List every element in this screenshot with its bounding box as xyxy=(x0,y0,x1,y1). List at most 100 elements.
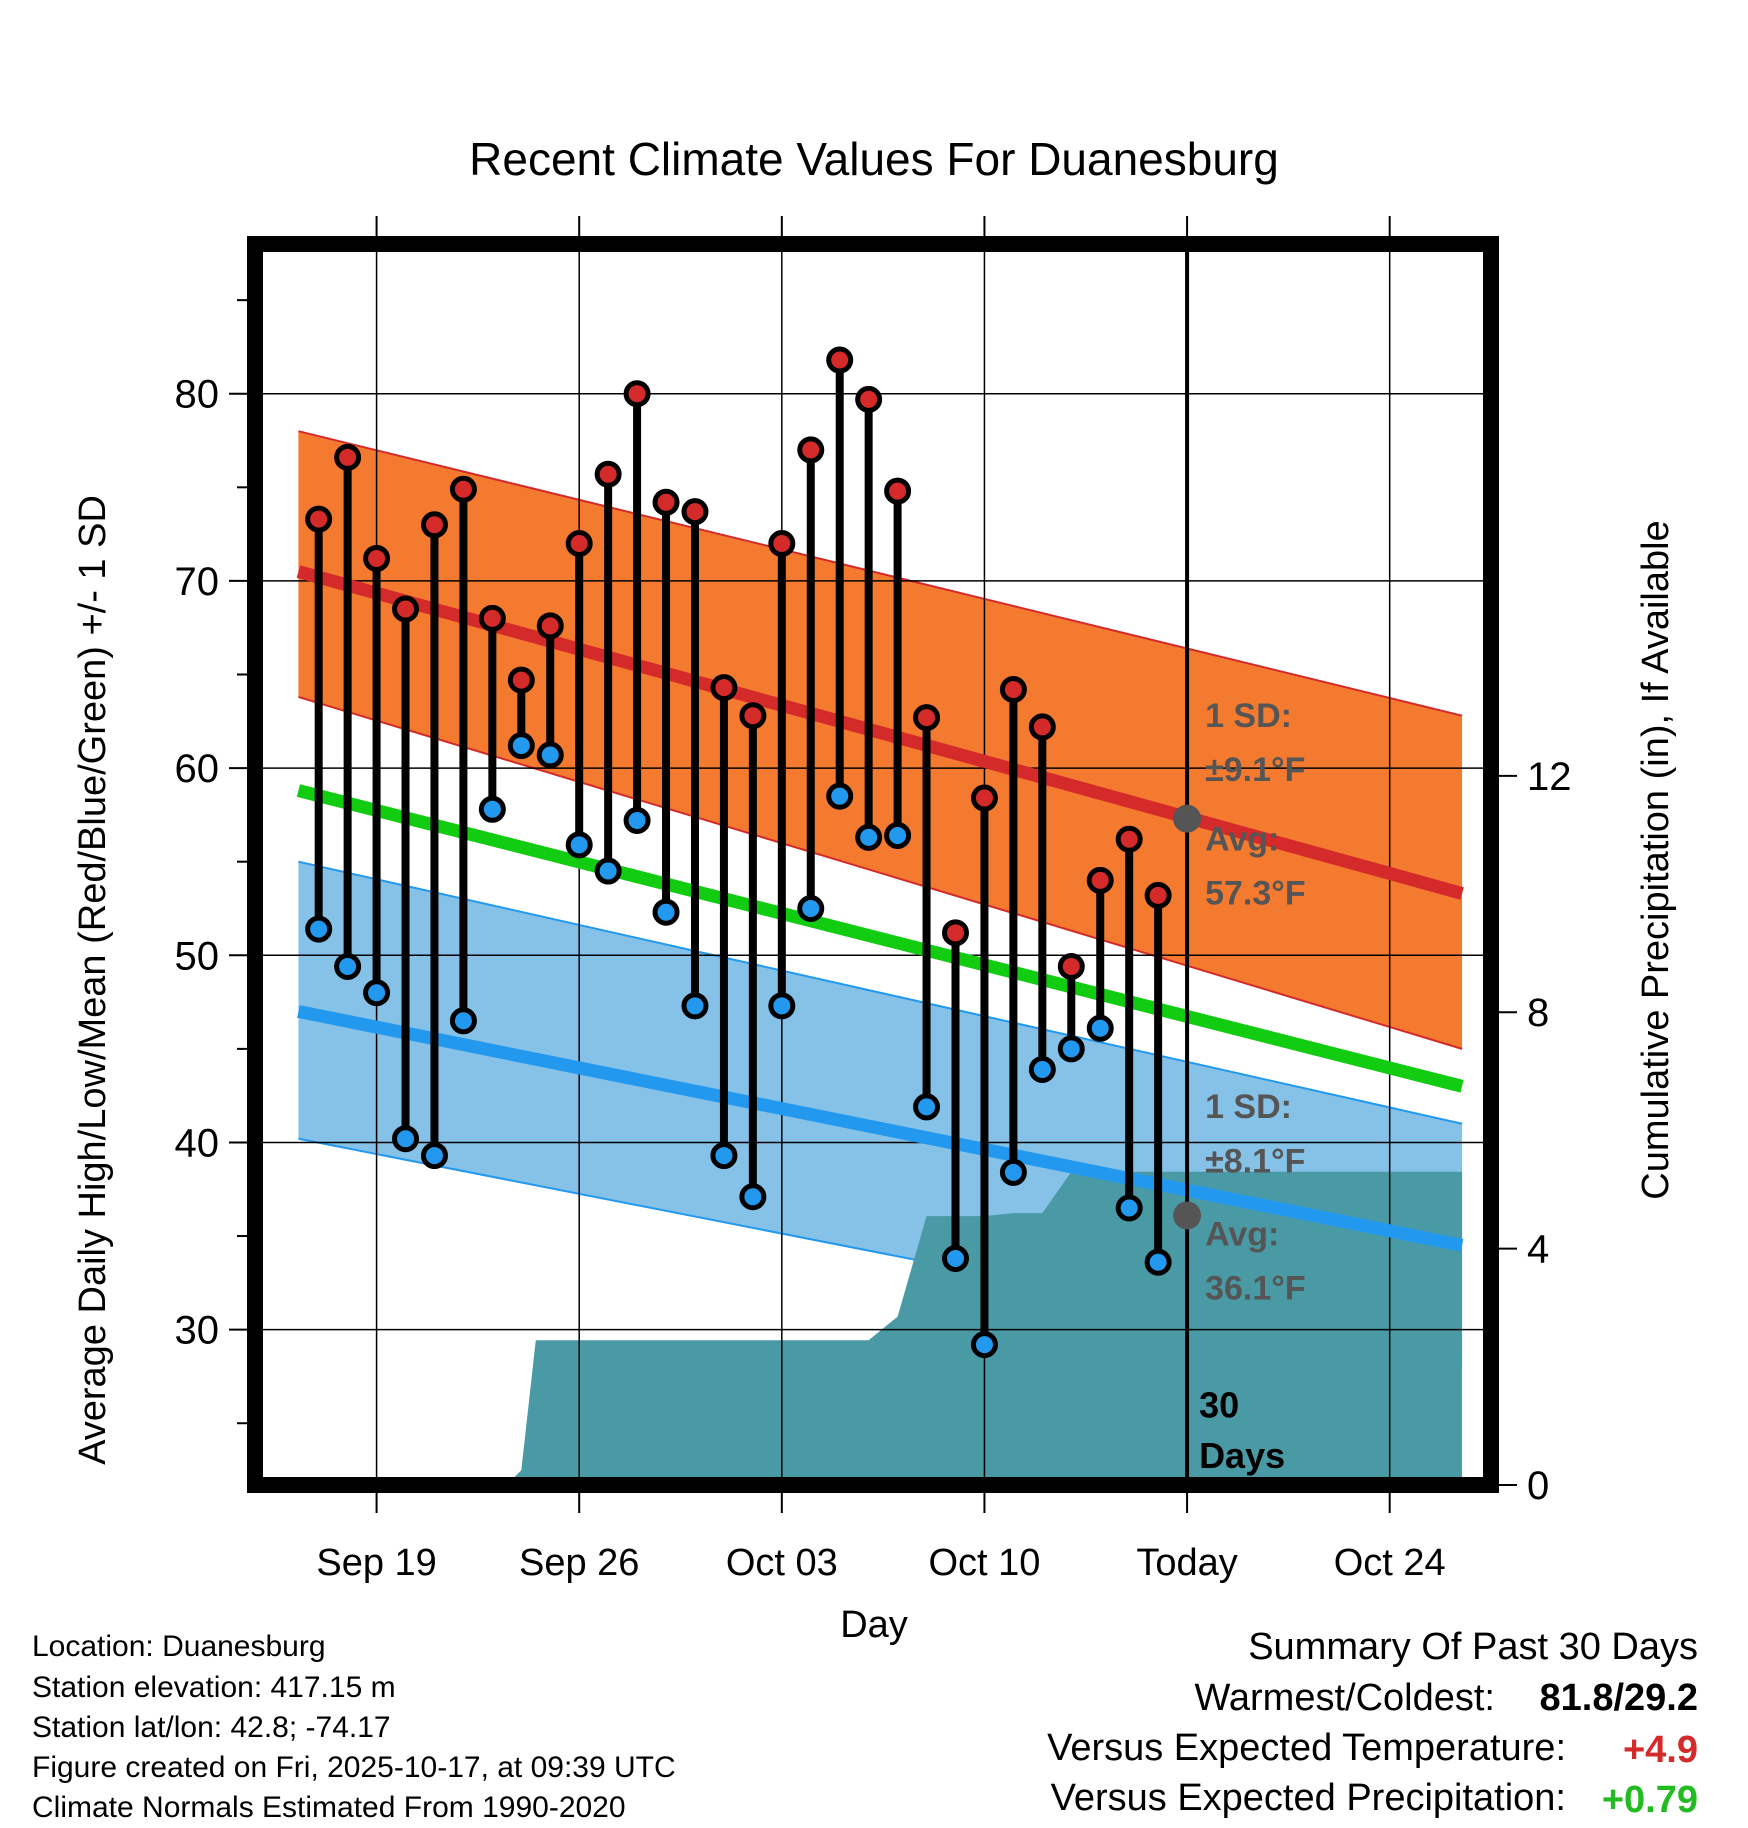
high-sd-label: 1 SD: xyxy=(1205,697,1292,735)
daily-low-point xyxy=(768,992,796,1020)
daily-high-point xyxy=(913,704,941,732)
daily-high-point xyxy=(449,475,477,503)
daily-high-point xyxy=(739,702,767,730)
daily-high-point xyxy=(1028,713,1056,741)
daily-low-point xyxy=(507,732,535,760)
daily-low-point xyxy=(652,898,680,926)
daily-low-point xyxy=(334,953,362,981)
summary-precip-value: +0.79 xyxy=(1602,1779,1698,1821)
daily-low-point xyxy=(623,807,651,835)
daily-high-point xyxy=(999,675,1027,703)
x-tick-label: Oct 03 xyxy=(726,1542,838,1584)
daily-low-point xyxy=(739,1183,767,1211)
daily-high-point xyxy=(970,784,998,812)
y-tick-label-left: 60 xyxy=(175,747,220,791)
daily-low-point xyxy=(913,1093,941,1121)
daily-low-point xyxy=(681,992,709,1020)
x-tick-label: Sep 19 xyxy=(316,1542,436,1584)
daily-high-point xyxy=(392,595,420,623)
daily-high-point xyxy=(507,666,535,694)
summary-warm-cold-value: 81.8/29.2 xyxy=(1540,1677,1698,1719)
daily-low-point xyxy=(565,831,593,859)
low-avg-label: Avg: xyxy=(1205,1215,1279,1253)
daily-high-point xyxy=(1144,881,1172,909)
daily-low-point xyxy=(536,741,564,769)
days-count: 30 xyxy=(1199,1385,1239,1426)
low-avg-value: 36.1°F xyxy=(1205,1270,1306,1308)
daily-high-point xyxy=(797,436,825,464)
summary-temp-label: Versus Expected Temperature: xyxy=(1047,1727,1566,1769)
low-avg-marker xyxy=(1173,1201,1202,1230)
summary-warm-cold-label: Warmest/Coldest: xyxy=(1194,1677,1495,1719)
daily-low-point xyxy=(1028,1055,1056,1083)
y-tick-label-right: 12 xyxy=(1527,755,1572,799)
daily-high-point xyxy=(478,604,506,632)
daily-high-point xyxy=(652,488,680,516)
summary-temp-value: +4.9 xyxy=(1623,1729,1698,1771)
y-tick-label-left: 30 xyxy=(175,1309,220,1353)
daily-high-point xyxy=(623,380,651,408)
normal-mean-line xyxy=(296,784,1464,1093)
y-tick-label-left: 50 xyxy=(175,934,220,978)
daily-low-point xyxy=(1115,1194,1143,1222)
high-avg-marker xyxy=(1173,804,1202,833)
info-location: Location: Duanesburg xyxy=(32,1630,326,1663)
daily-high-point xyxy=(305,505,333,533)
y-axis-label-left: Average Daily High/Low/Mean (Red/Blue/Gr… xyxy=(72,495,114,1465)
info-latlon: Station lat/lon: 42.8; -74.17 xyxy=(32,1711,391,1744)
daily-high-point xyxy=(884,477,912,505)
x-tick-label: Oct 10 xyxy=(928,1542,1040,1584)
y-tick-label-right: 0 xyxy=(1527,1464,1549,1508)
daily-high-point xyxy=(855,385,883,413)
plot-frame xyxy=(247,236,1499,1493)
x-tick-label: Today xyxy=(1136,1542,1237,1584)
high-avg-label: Avg: xyxy=(1205,820,1279,858)
high-avg-value: 57.3°F xyxy=(1205,875,1306,913)
daily-high-point xyxy=(420,511,448,539)
plot-inner: 1 SD: ±9.1°F Avg: 57.3°F 1 SD: ±8.1°F Avg: 36.1… xyxy=(255,244,1491,1485)
high-sd-value: ±9.1°F xyxy=(1205,751,1305,789)
daily-low-point xyxy=(941,1245,969,1273)
daily-low-point xyxy=(999,1158,1027,1186)
daily-low-point xyxy=(449,1007,477,1035)
daily-low-point xyxy=(884,821,912,849)
daily-high-point xyxy=(710,674,738,702)
daily-low-point xyxy=(392,1125,420,1153)
y-axis-label-right: Cumulative Precipitation (in), If Availa… xyxy=(1635,520,1677,1199)
info-elevation: Station elevation: 417.15 m xyxy=(32,1671,396,1704)
summary-panel: Summary Of Past 30 Days Warmest/Coldest:… xyxy=(1047,1626,1698,1821)
high-sd-upper-edge xyxy=(298,430,1463,717)
y-tick-label-left: 70 xyxy=(175,560,220,604)
daily-low-point xyxy=(1057,1035,1085,1063)
summary-title: Summary Of Past 30 Days xyxy=(1248,1626,1698,1668)
daily-high-point xyxy=(334,443,362,471)
daily-high-point xyxy=(565,529,593,557)
daily-high-point xyxy=(941,919,969,947)
x-tick-label: Sep 26 xyxy=(519,1542,639,1584)
summary-precip-label: Versus Expected Precipitation: xyxy=(1051,1777,1566,1819)
daily-high-point xyxy=(363,544,391,572)
daily-high-point xyxy=(681,498,709,526)
precip-area xyxy=(298,1171,1463,1485)
normal-low-line xyxy=(297,1005,1464,1252)
daily-low-point xyxy=(970,1331,998,1359)
low-sd-value: ±8.1°F xyxy=(1205,1142,1305,1180)
daily-high-point xyxy=(768,529,796,557)
x-tick-label: Oct 24 xyxy=(1334,1542,1446,1584)
station-info: Location: Duanesburg Station elevation: … xyxy=(32,1630,676,1824)
daily-high-point xyxy=(594,460,622,488)
daily-low-point xyxy=(420,1142,448,1170)
daily-low-point xyxy=(594,857,622,885)
low-sd-upper-edge xyxy=(298,860,1463,1125)
daily-high-point xyxy=(536,612,564,640)
daily-low-point xyxy=(305,915,333,943)
chart-title: Recent Climate Values For Duanesburg xyxy=(469,133,1279,185)
daily-low-point xyxy=(363,979,391,1007)
y-tick-label-left: 40 xyxy=(175,1121,220,1165)
y-tick-label-right: 8 xyxy=(1527,991,1549,1035)
daily-low-point xyxy=(478,795,506,823)
daily-low-point xyxy=(855,823,883,851)
daily-high-point xyxy=(1086,866,1114,894)
daily-high-point xyxy=(826,346,854,374)
daily-high-point xyxy=(1057,953,1085,981)
